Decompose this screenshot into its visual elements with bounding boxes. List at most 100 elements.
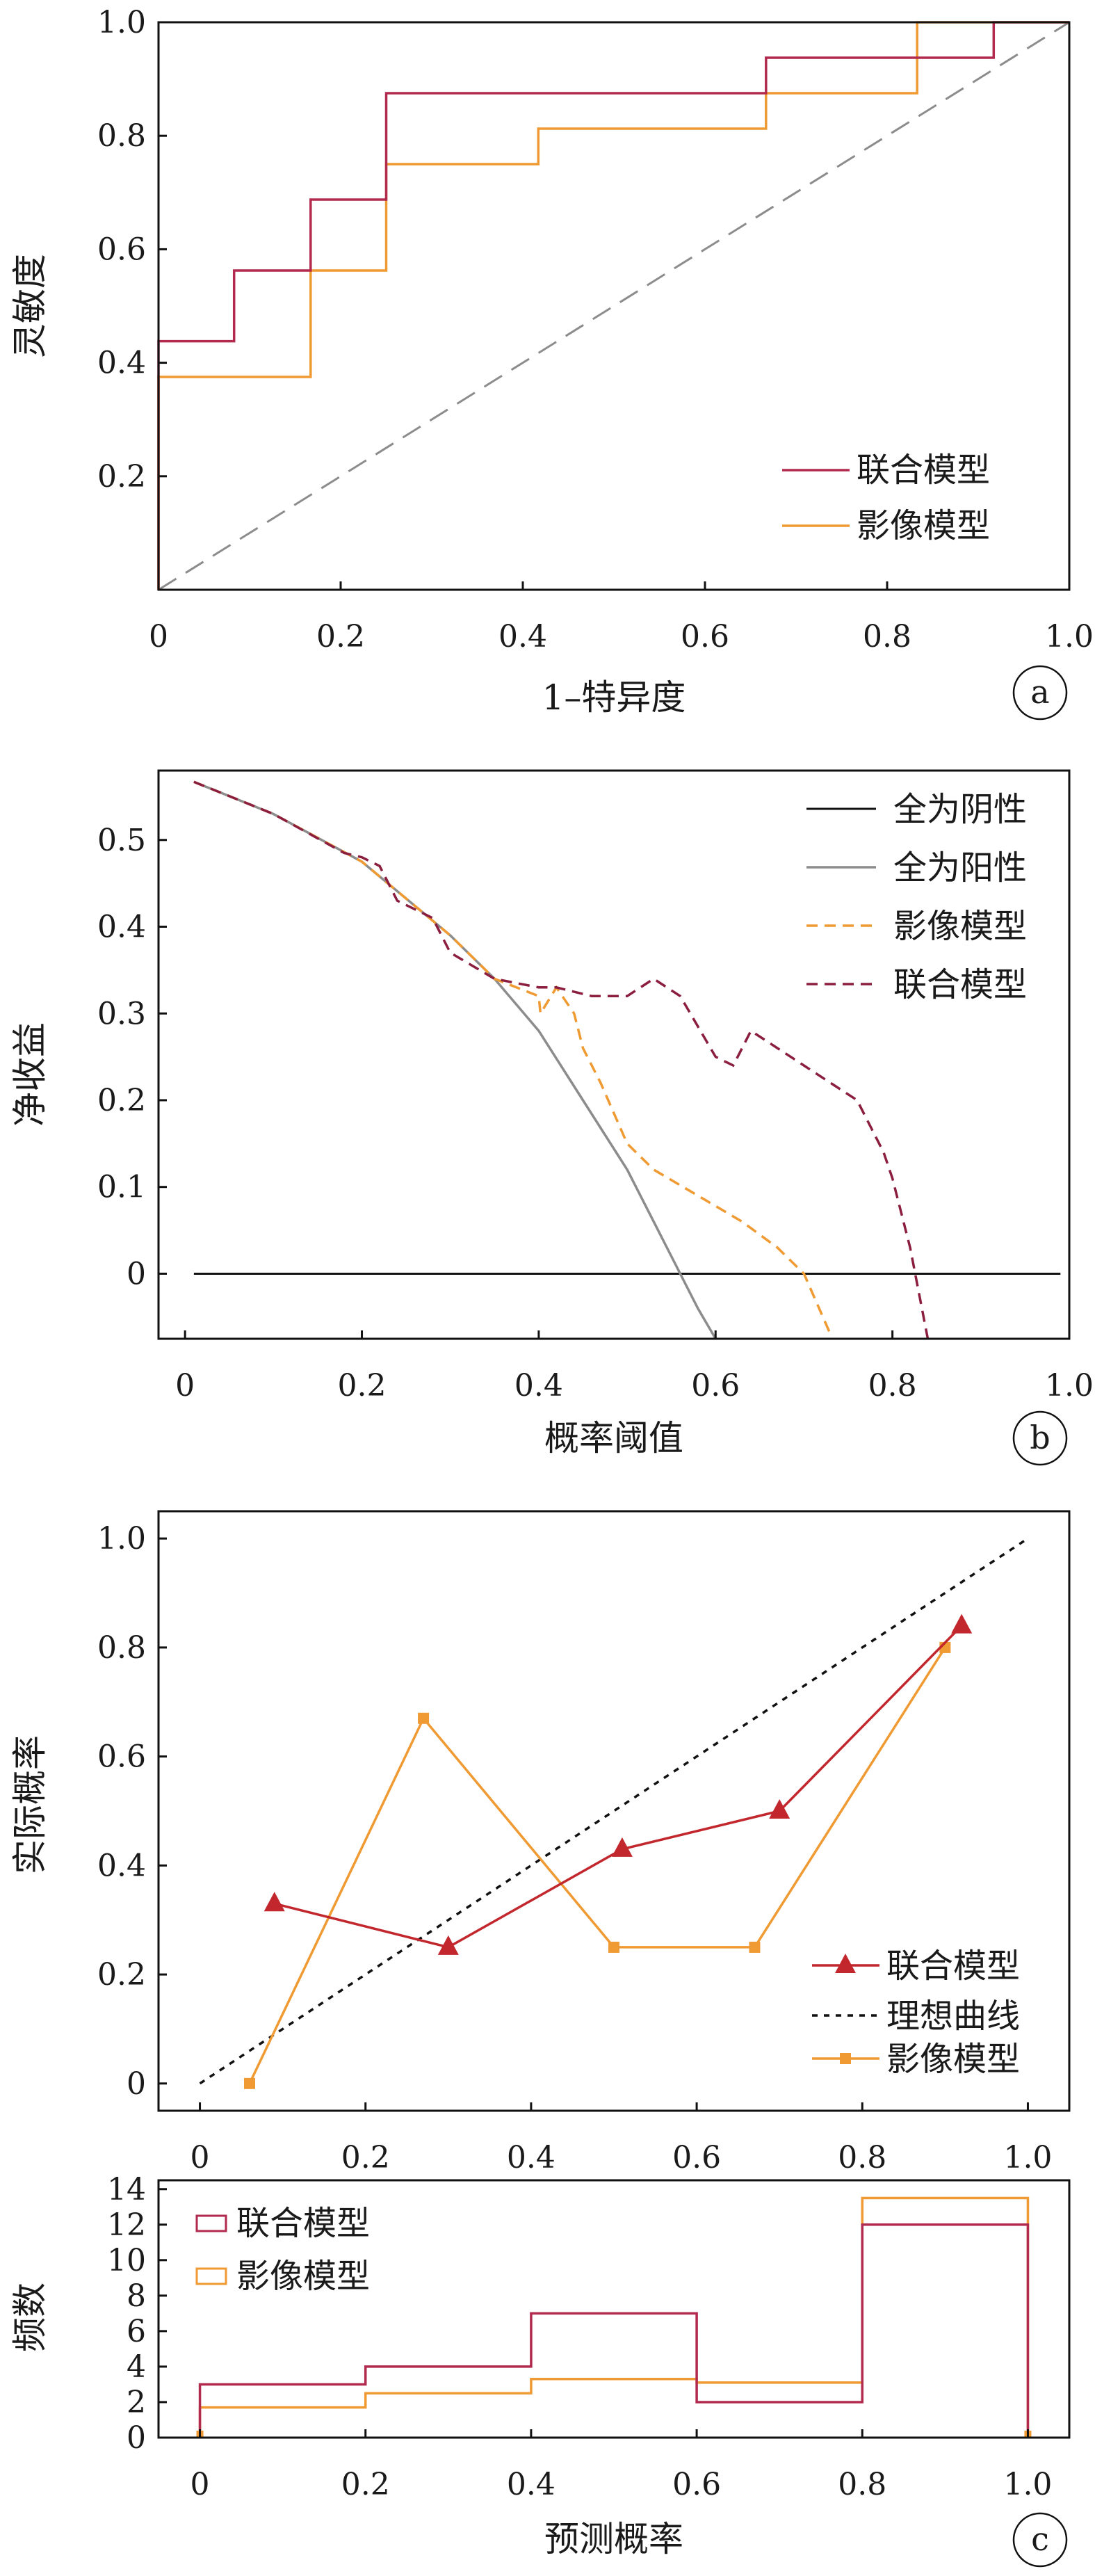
calibration-imaging-point <box>418 1712 430 1724</box>
y-tick-label: 8 <box>127 2278 146 2314</box>
x-axis-label: 1–特异度 <box>542 677 686 718</box>
y-tick-label: 0.6 <box>97 232 146 267</box>
calibration-imaging-point <box>244 2077 255 2089</box>
y-tick-label: 0.1 <box>97 1170 146 1205</box>
legend-label-imaging: 影像模型 <box>857 506 990 545</box>
legend-label-combined: 联合模型 <box>893 965 1027 1004</box>
x-tick-label: 0.6 <box>691 1368 740 1403</box>
y-axis-label: 灵敏度 <box>10 254 50 358</box>
x-axis-label: 预测概率 <box>544 2519 683 2559</box>
x-tick-label: 1.0 <box>1003 2467 1052 2502</box>
y-tick-label: 0 <box>127 1256 146 1291</box>
panel-label: c <box>1031 2520 1049 2558</box>
legend-label-none: 全为阴性 <box>893 790 1027 829</box>
legend-swatch-imaging <box>195 2267 227 2285</box>
x-tick-label: 0.6 <box>672 2140 721 2175</box>
x-tick-label: 0.4 <box>507 2140 555 2175</box>
dca-imaging-line <box>193 780 832 1335</box>
roc-imaging-line <box>157 21 1069 590</box>
histogram-combined-steps <box>198 2223 1030 2438</box>
x-tick-label: 0.8 <box>838 2140 886 2175</box>
dca-combined-line <box>193 780 930 1339</box>
x-tick-label: 0.4 <box>507 2467 555 2502</box>
x-tick-label: 0.2 <box>341 2467 390 2502</box>
x-axis-label: 概率阈值 <box>544 1418 683 1458</box>
y-tick-label: 0.2 <box>97 1957 146 1993</box>
y-tick-label: 1.0 <box>97 1521 146 1556</box>
y-tick-label: 0.3 <box>97 996 146 1031</box>
histogram-imaging-steps <box>198 2196 1030 2438</box>
y-tick-label: 4 <box>127 2349 146 2385</box>
x-tick-label: 0 <box>190 2140 210 2175</box>
x-tick-label: 1.0 <box>1003 2140 1052 2175</box>
calibration-combined-point <box>769 1799 790 1819</box>
y-axis-label: 实际概率 <box>10 1735 50 1874</box>
histogram-plot-frame <box>157 2179 1071 2439</box>
calibration-combined-point <box>951 1613 973 1634</box>
roc-combined-line <box>157 21 1069 590</box>
x-tick-label: 0.2 <box>316 619 365 654</box>
x-tick-label: 0.4 <box>514 1368 563 1403</box>
legend-label-imaging: 影像模型 <box>236 2257 370 2296</box>
x-tick-label: 0.4 <box>498 619 547 654</box>
y-tick-label: 0 <box>127 2066 146 2102</box>
y-tick-label: 0.4 <box>97 910 146 945</box>
calibration-combined-point <box>263 1892 285 1912</box>
legend-swatch-combined <box>195 2214 227 2232</box>
y-tick-label: 12 <box>107 2207 146 2243</box>
x-tick-label: 0.8 <box>868 1368 917 1403</box>
legend-label-imaging: 影像模型 <box>886 2040 1020 2079</box>
y-axis-label: 频数 <box>10 2283 50 2352</box>
panel-label: a <box>1030 673 1049 711</box>
dca-lines <box>193 780 1061 1339</box>
y-tick-label: 14 <box>107 2172 146 2207</box>
y-tick-label: 0.8 <box>97 1630 146 1666</box>
calibration-combined-point <box>437 1935 459 1955</box>
legend-label-combined: 联合模型 <box>236 2204 370 2243</box>
calibration-imaging-point <box>749 1941 761 1953</box>
y-tick-label: 1.0 <box>97 5 146 40</box>
x-tick-label: 0.8 <box>863 619 911 654</box>
roc-plot-frame <box>157 21 1071 591</box>
legend-label-combined: 联合模型 <box>857 451 990 490</box>
panel-label-circle <box>1012 1410 1068 1466</box>
y-tick-label: 0.4 <box>97 346 146 381</box>
x-tick-label: 0 <box>149 619 168 654</box>
x-tick-label: 0.8 <box>838 2467 886 2502</box>
y-tick-label: 0.4 <box>97 1848 146 1883</box>
y-tick-label: 0.6 <box>97 1739 146 1775</box>
y-tick-label: 2 <box>127 2385 146 2420</box>
x-tick-label: 0.6 <box>681 619 729 654</box>
calibration-plot-frame <box>157 1510 1071 2112</box>
y-tick-label: 0.2 <box>97 1083 146 1118</box>
x-tick-label: 0.2 <box>341 2140 390 2175</box>
legend-label-ideal: 理想曲线 <box>886 1997 1020 2036</box>
legend-label-combined: 联合模型 <box>886 1947 1020 1986</box>
y-tick-label: 6 <box>127 2314 146 2349</box>
dca-plot-frame <box>157 769 1071 1340</box>
x-tick-label: 1.0 <box>1045 619 1094 654</box>
panel-label-circle <box>1012 2512 1068 2568</box>
y-tick-label: 0.5 <box>97 823 146 858</box>
x-tick-label: 0 <box>175 1368 195 1403</box>
legend-marker-combined <box>835 1954 856 1973</box>
y-tick-label: 0.8 <box>97 118 146 154</box>
legend-marker-imaging <box>840 2053 851 2064</box>
panel-label: b <box>1030 1419 1050 1456</box>
x-tick-label: 0.2 <box>338 1368 387 1403</box>
calibration-combined-point <box>611 1837 633 1857</box>
legend-label-imaging: 影像模型 <box>893 907 1027 946</box>
x-tick-label: 1.0 <box>1045 1368 1094 1403</box>
x-tick-label: 0 <box>190 2467 210 2502</box>
y-tick-label: 10 <box>107 2243 146 2278</box>
y-tick-label: 0.2 <box>97 459 146 494</box>
diagonal-reference-line <box>158 21 1070 591</box>
x-tick-label: 0.6 <box>672 2467 721 2502</box>
panel-label-circle <box>1012 665 1068 721</box>
y-axis-label: 净收益 <box>10 1022 50 1127</box>
calibration-imaging-point <box>608 1941 619 1953</box>
y-tick-label: 0 <box>127 2420 146 2456</box>
legend-label-all: 全为阳性 <box>893 848 1027 887</box>
